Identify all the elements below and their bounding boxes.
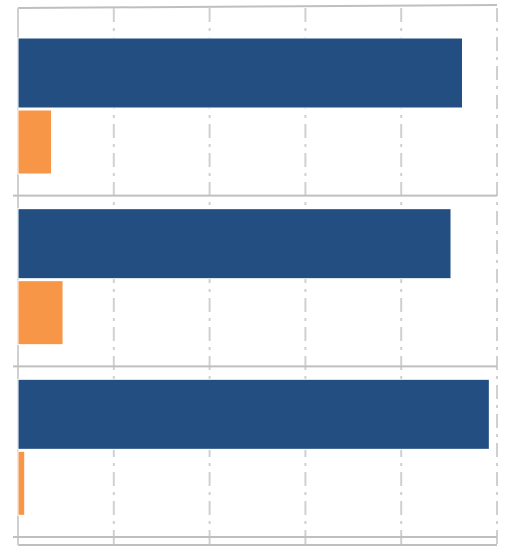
bar <box>17 208 452 280</box>
bar <box>17 280 64 346</box>
bar <box>17 378 490 450</box>
bar <box>17 37 464 109</box>
bar <box>17 450 26 516</box>
bar <box>17 109 53 175</box>
plot-top-edge <box>17 4 498 9</box>
